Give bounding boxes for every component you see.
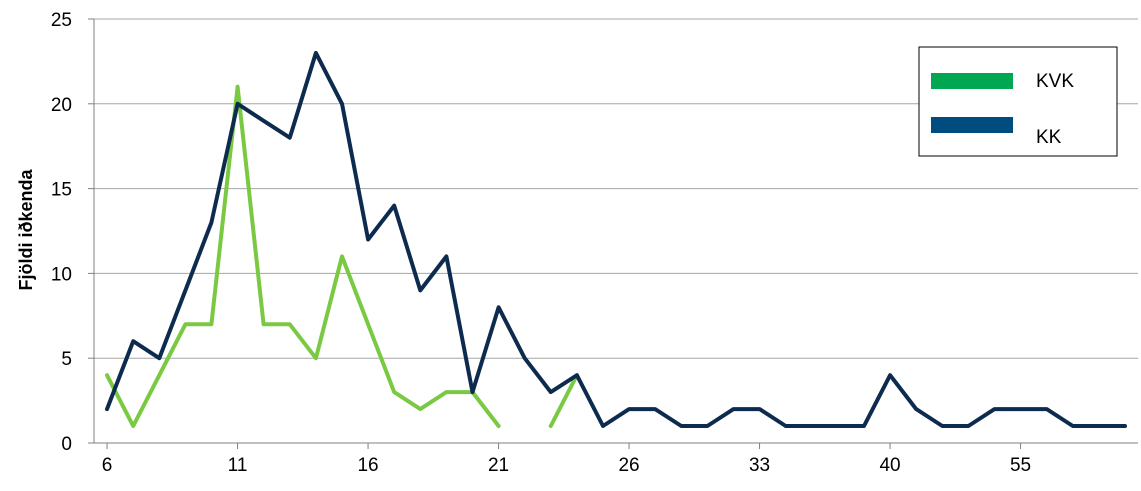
y-tick-label: 20 xyxy=(51,95,72,116)
y-tick-label: 15 xyxy=(51,180,72,201)
x-tick-label: 26 xyxy=(618,455,639,476)
x-tick-label: 6 xyxy=(102,455,113,476)
series-kk xyxy=(105,50,1127,428)
gridlines xyxy=(88,18,1138,444)
x-tick-label: 16 xyxy=(357,455,378,476)
legend-label-kk: KK xyxy=(1036,127,1062,148)
y-tick-label: 5 xyxy=(61,349,72,370)
x-tick-label: 55 xyxy=(1010,455,1031,476)
series-line-kk xyxy=(105,50,1127,428)
x-tick-label: 33 xyxy=(749,455,770,476)
legend: KVK KK xyxy=(918,46,1118,157)
y-tick-labels: 0 5 10 15 20 25 xyxy=(51,10,72,455)
legend-label-kvk: KVK xyxy=(1036,71,1074,92)
series-kvk xyxy=(105,84,840,428)
y-tick-label: 0 xyxy=(61,434,72,455)
x-tick-label: 11 xyxy=(228,455,248,476)
series-line-kvk xyxy=(105,84,501,428)
y-tick-label: 25 xyxy=(51,10,72,31)
x-tick-labels: 6 11 16 21 26 33 40 55 xyxy=(102,443,1031,476)
y-tick-label: 10 xyxy=(51,264,72,285)
legend-swatch-kk xyxy=(931,117,1013,133)
legend-swatch-kvk xyxy=(931,73,1013,89)
series-line-kvk xyxy=(548,373,579,428)
legend-box xyxy=(918,46,1118,157)
series-lines xyxy=(105,50,1127,428)
axes xyxy=(93,19,1138,444)
x-tick-label: 21 xyxy=(488,455,509,476)
x-tick-label: 40 xyxy=(879,455,900,476)
y-axis-label: Fjöldi iðkenda xyxy=(16,169,36,291)
